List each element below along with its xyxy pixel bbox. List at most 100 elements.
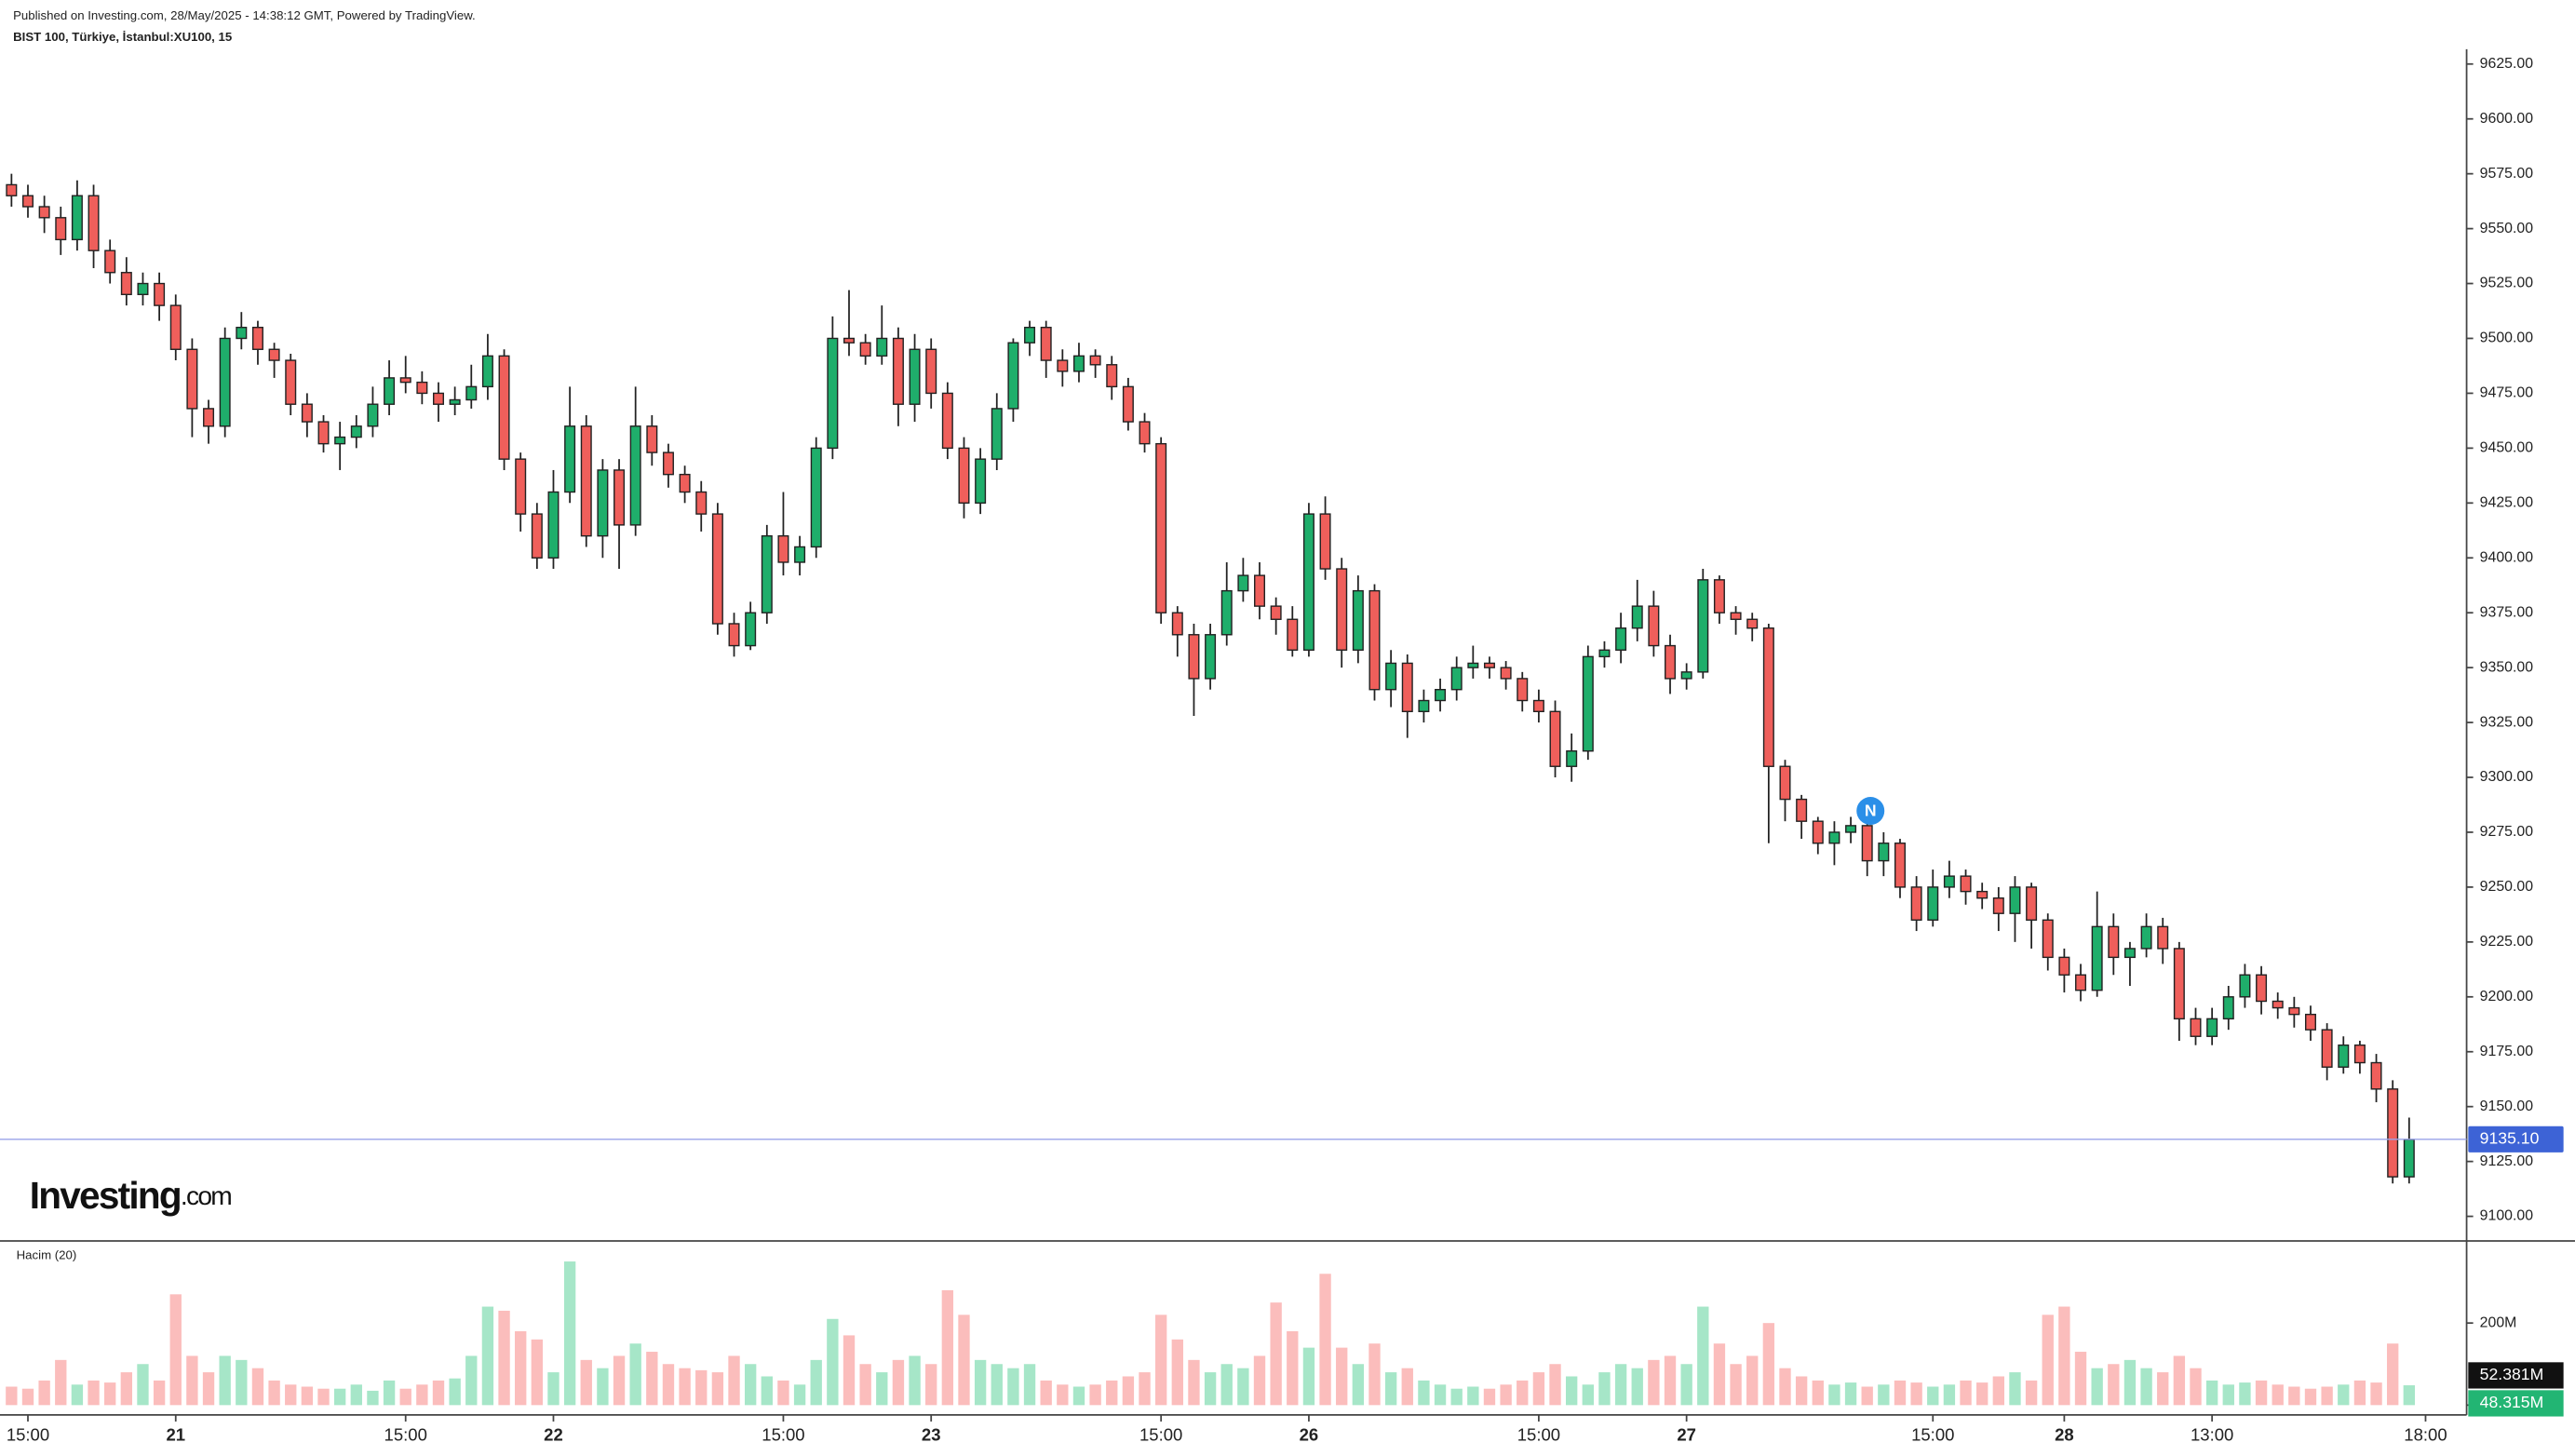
candle-body (1812, 820, 1824, 844)
volume-bar (1680, 1364, 1692, 1406)
candle-body (1713, 579, 1725, 613)
candle-body (1680, 671, 1692, 680)
logo-name: Investing (30, 1174, 181, 1217)
candle-body (1878, 843, 1890, 862)
candle-body (515, 458, 527, 515)
candle-body (1302, 513, 1314, 651)
candle-body (1254, 574, 1266, 607)
candle-body (761, 534, 773, 613)
candle-body (301, 403, 313, 423)
volume-bar (1171, 1339, 1183, 1406)
volume-bar (2058, 1306, 2070, 1406)
candle-body (2370, 1061, 2382, 1090)
volume-bar (1713, 1343, 1726, 1406)
volume-bar (169, 1294, 182, 1406)
volume-bar (909, 1355, 921, 1406)
volume-bar (1894, 1380, 1907, 1406)
candle-body (1237, 574, 1249, 592)
volume-bar (21, 1388, 34, 1406)
y-tick-label: 9300.00 (2480, 769, 2534, 785)
volume-bar (137, 1364, 149, 1406)
volume-bar (974, 1359, 987, 1406)
volume-bar (236, 1359, 248, 1406)
volume-bar (1779, 1368, 1791, 1406)
volume-bar (317, 1388, 330, 1406)
candle-body (1205, 634, 1217, 680)
candle-body (2009, 886, 2021, 914)
candle-body (236, 326, 248, 340)
candle-body (859, 342, 871, 357)
volume-bar (1139, 1372, 1151, 1406)
candle-body (465, 385, 478, 401)
candle-body (1385, 662, 1397, 691)
volume-bar (251, 1368, 264, 1406)
candle-body (1648, 605, 1660, 647)
volume-bar (793, 1384, 806, 1406)
volume-bar (827, 1318, 839, 1406)
candle-body (1582, 655, 1594, 752)
volume-bar (2009, 1372, 2021, 1406)
candle-body (1139, 421, 1151, 445)
candle-body (2222, 996, 2234, 1020)
y-tick-label: 9125.00 (2480, 1153, 2534, 1169)
volume-bar (1270, 1302, 1282, 1406)
x-tick-label: 27 (1677, 1425, 1696, 1445)
logo: Investing.com (30, 1174, 232, 1217)
candle-body (71, 195, 83, 241)
volume-bar (2157, 1372, 2169, 1406)
candle-body (777, 534, 789, 563)
x-tick-label: 21 (166, 1425, 185, 1445)
candle-body (2108, 925, 2120, 959)
x-tick-label: 22 (544, 1425, 563, 1445)
volume-bar (941, 1289, 954, 1406)
x-tick-label: 15:00 (384, 1425, 427, 1445)
volume-bar (1566, 1376, 1578, 1406)
candle-body (268, 348, 280, 361)
candle-body (925, 348, 937, 395)
volume-bar (1483, 1388, 1496, 1406)
volume-bar (1450, 1388, 1463, 1406)
candle-body (169, 304, 182, 350)
volume-bar (1992, 1376, 2004, 1406)
candle-body (2206, 1018, 2218, 1037)
candle-body (876, 337, 888, 357)
volume-bar (2042, 1314, 2054, 1406)
y-tick-label: 9475.00 (2480, 385, 2534, 401)
candle-body (2157, 925, 2169, 950)
candle-body (2239, 974, 2251, 998)
volume-bar (1828, 1384, 1840, 1406)
volume-bar (2255, 1380, 2268, 1406)
y-tick-label: 9250.00 (2480, 879, 2534, 895)
volume-bar (498, 1310, 510, 1406)
volume-bar (1960, 1380, 1972, 1406)
y-tick-label: 9425.00 (2480, 494, 2534, 510)
candle-body (843, 337, 856, 344)
volume-bar (1253, 1355, 1266, 1406)
candle-body (1894, 843, 1906, 888)
y-tick-label: 9450.00 (2480, 440, 2534, 456)
volume-bar (1795, 1376, 1808, 1406)
x-tick-label: 15:00 (7, 1425, 49, 1445)
volume-bar (843, 1335, 856, 1406)
volume-bar (1631, 1368, 1643, 1406)
volume-bar (2387, 1343, 2399, 1406)
volume-bar (2108, 1364, 2120, 1406)
x-tick-label: 15:00 (1139, 1425, 1182, 1445)
y-tick-label: 9175.00 (2480, 1044, 2534, 1059)
last-price-box (2468, 1126, 2564, 1153)
volume-bar (1943, 1384, 1956, 1406)
candle-body (613, 469, 626, 526)
volume-bar (2173, 1355, 2186, 1406)
volume-bar (1598, 1372, 1611, 1406)
volume-bar (2190, 1368, 2202, 1406)
x-tick-label: 28 (2055, 1425, 2074, 1445)
candles (6, 173, 2415, 1184)
candle-body (909, 348, 921, 405)
candle-body (531, 513, 543, 559)
event-marker-label: N (1865, 802, 1877, 820)
x-tick-label: 23 (922, 1425, 941, 1445)
volume-bar (2025, 1380, 2038, 1406)
volume-bar (1648, 1359, 1660, 1406)
volume-bar (285, 1384, 297, 1406)
